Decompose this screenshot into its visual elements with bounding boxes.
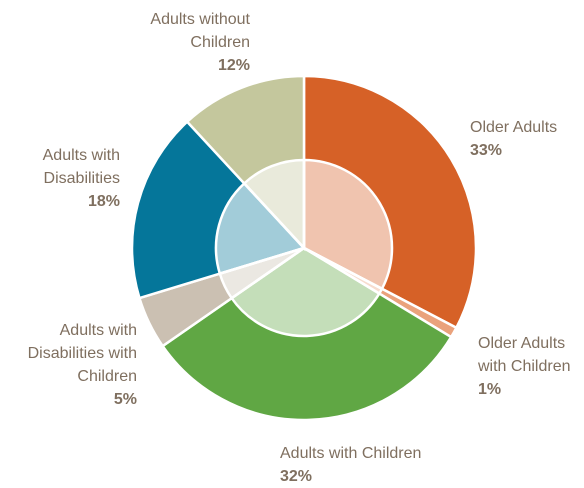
slice-name: Older Adults with Children [478,335,571,375]
pie-inner-slice-adults-without-children [242,158,306,252]
slice-percent: 32% [280,468,313,485]
label-adults-with-disabilities: Adults with Disabilities 18% [10,144,120,213]
slice-name: Adults with Disabilities [42,147,120,187]
slice-name: Adults without Children [150,11,250,51]
pie-inner-slice-adults-with-children [229,246,381,338]
label-adults-without-children: Adults without Children 12% [120,8,250,77]
slice-name: Older Adults [470,119,558,136]
slice-name: Adults with Disabilities with Children [27,322,137,385]
pie-inner-slice-older-adults [302,158,394,291]
pie-inner-slice-adults-with-disabilities [214,181,307,276]
label-older-adults: Older Adults 33% [470,116,557,162]
slice-percent: 18% [87,193,120,210]
slice-percent: 33% [470,142,503,159]
slice-percent: 12% [217,57,250,74]
slice-percent: 1% [478,381,502,398]
slice-name: Adults with Children [280,445,422,462]
label-adults-with-children: Adults with Children 32% [270,442,470,488]
label-older-adults-with-children: Older Adults with Children 1% [478,332,582,401]
slice-percent: 5% [113,391,137,408]
label-adults-with-disabilities-with-children: Adults with Disabilities with Children 5… [0,319,137,411]
